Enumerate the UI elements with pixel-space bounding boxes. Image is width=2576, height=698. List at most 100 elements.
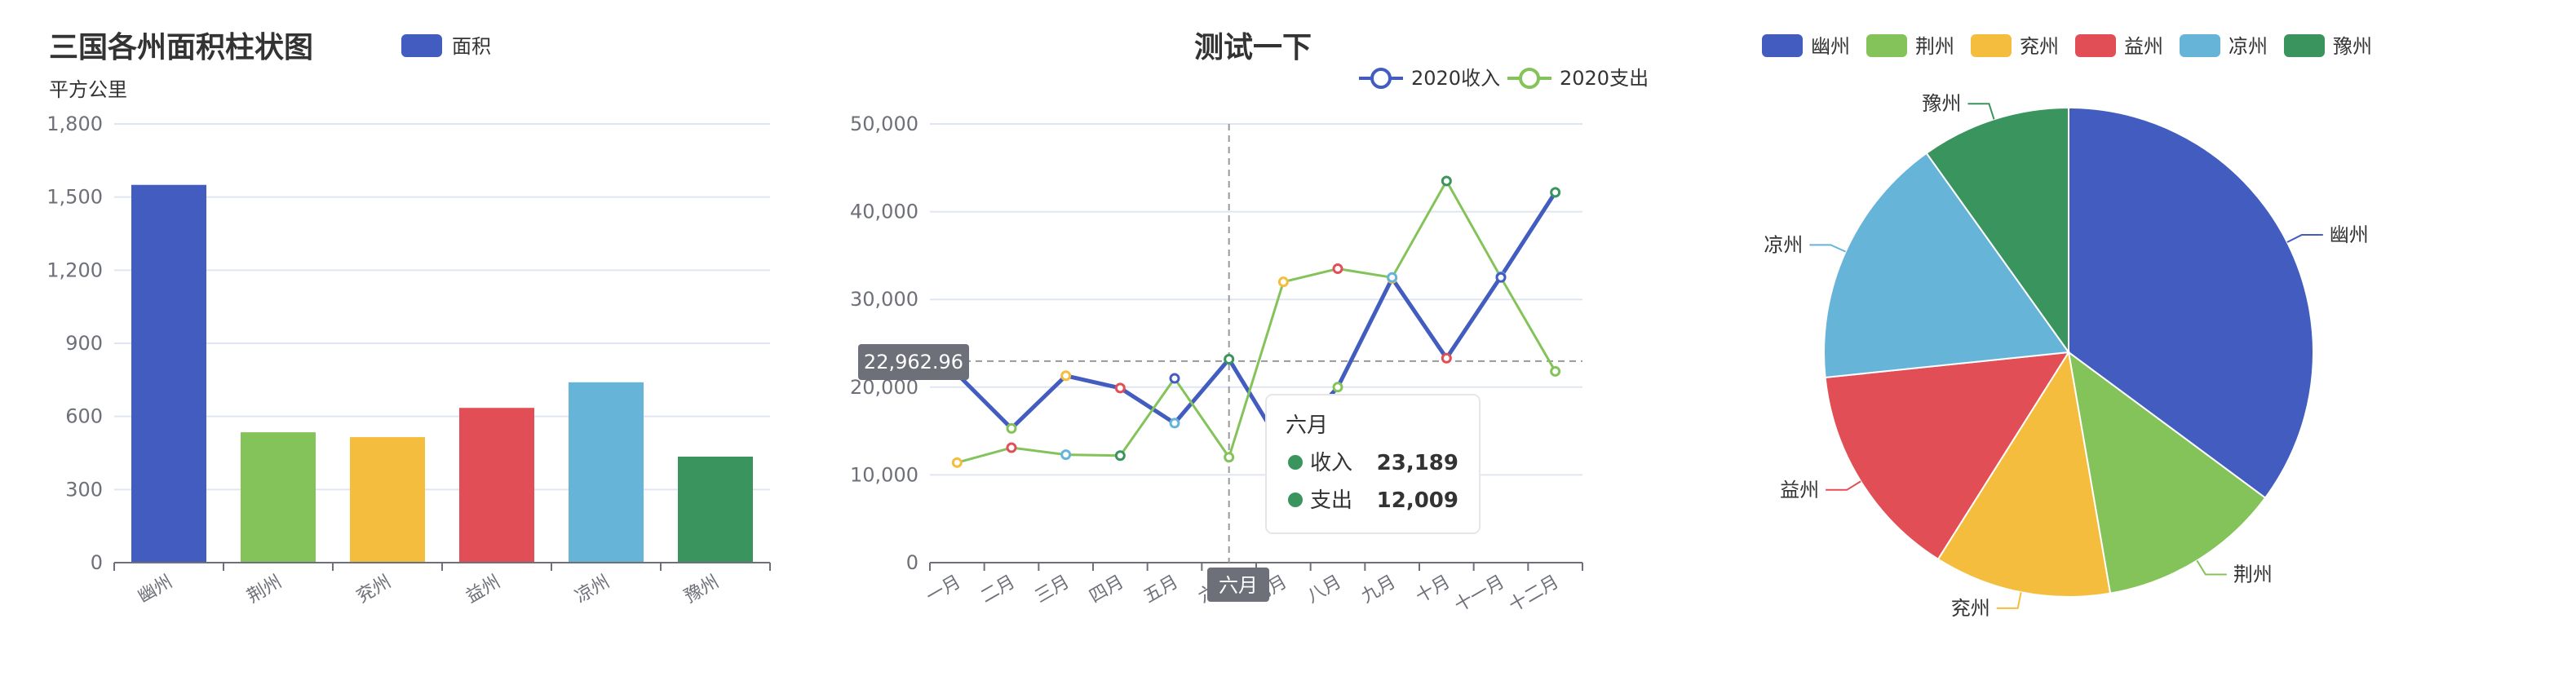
line-point[interactable] bbox=[951, 457, 963, 468]
line-point[interactable] bbox=[1550, 365, 1561, 377]
pie-slice[interactable] bbox=[1824, 351, 2070, 561]
bar[interactable] bbox=[459, 408, 534, 563]
line-point[interactable] bbox=[1060, 370, 1072, 382]
pie-slice[interactable] bbox=[1925, 106, 2069, 356]
tooltip-box bbox=[1265, 394, 1481, 534]
line-point[interactable] bbox=[1006, 422, 1017, 434]
bar-y-tick-label: 900 bbox=[65, 332, 103, 355]
pie-legend-item[interactable]: 豫州 bbox=[2284, 34, 2372, 58]
bar-x-tick-label: 益州 bbox=[463, 572, 504, 607]
pie-slice-label: 益州 bbox=[1780, 479, 1819, 501]
line-x-tick-label: 十二月 bbox=[1506, 572, 1563, 616]
bar[interactable] bbox=[131, 184, 206, 563]
line-y-tick-label: 30,000 bbox=[850, 288, 918, 311]
line-point[interactable] bbox=[1495, 272, 1507, 283]
bar-series bbox=[131, 184, 753, 563]
line-point[interactable] bbox=[1169, 373, 1180, 384]
line-point[interactable] bbox=[1441, 175, 1452, 187]
pie-legend-item[interactable]: 兖州 bbox=[1971, 34, 2059, 58]
pie-slice[interactable] bbox=[2068, 106, 2314, 499]
line-x-tick-label: 十月 bbox=[1413, 572, 1454, 607]
line-point[interactable] bbox=[1169, 417, 1180, 429]
line-series bbox=[951, 175, 1561, 468]
tooltip-income-dot bbox=[1288, 455, 1303, 470]
line-point[interactable] bbox=[1224, 353, 1235, 364]
line-chart: 测试一下 2020收入 2020支出 010,00020,00030,00040… bbox=[850, 31, 1649, 616]
line-x-tick-label: 九月 bbox=[1358, 572, 1400, 607]
tooltip-expense-label: 支出 bbox=[1310, 488, 1352, 513]
line-point[interactable] bbox=[1332, 382, 1343, 393]
pie-legend-swatch bbox=[2180, 34, 2220, 57]
pie-legend-swatch bbox=[1866, 34, 1907, 57]
pie-slice[interactable] bbox=[1823, 152, 2070, 379]
line-legend-expense[interactable]: 2020支出 bbox=[1507, 67, 1649, 90]
line-point[interactable] bbox=[1387, 272, 1398, 283]
line-point[interactable] bbox=[1060, 449, 1072, 461]
line-point[interactable] bbox=[1441, 352, 1452, 364]
pie-slice-label: 豫州 bbox=[1922, 92, 1961, 115]
bar[interactable] bbox=[678, 456, 753, 563]
pie-legend-item[interactable]: 荆州 bbox=[1866, 34, 1954, 58]
line-x-tick-label: 四月 bbox=[1087, 572, 1128, 607]
tooltip-income-label: 收入 bbox=[1310, 451, 1352, 475]
bar-y-tick-label: 0 bbox=[91, 551, 103, 574]
line-point[interactable] bbox=[1550, 187, 1561, 198]
pie-legend-item[interactable]: 幽州 bbox=[1762, 34, 1850, 58]
pie-legend-item[interactable]: 凉州 bbox=[2180, 34, 2268, 58]
bar-y-tick-label: 1,200 bbox=[46, 258, 103, 281]
line-point[interactable] bbox=[1224, 452, 1235, 463]
pie-slice[interactable] bbox=[1936, 350, 2112, 598]
bar[interactable] bbox=[241, 432, 316, 563]
tooltip-income-value: 23,189 bbox=[1377, 451, 1458, 475]
line-point[interactable] bbox=[1006, 442, 1017, 453]
line-x-tick-label: 十一月 bbox=[1451, 572, 1508, 616]
bar[interactable] bbox=[350, 437, 425, 563]
line-point[interactable] bbox=[1277, 276, 1289, 288]
pie-legend-label: 益州 bbox=[2124, 35, 2163, 58]
line-legend-income-label: 2020收入 bbox=[1411, 67, 1500, 90]
line-point[interactable] bbox=[1332, 263, 1343, 275]
crosshair-category-label: 六月 bbox=[1219, 574, 1258, 597]
bar-x-tick-label: 豫州 bbox=[681, 572, 723, 607]
pie-legend-label: 荆州 bbox=[1915, 35, 1954, 58]
line-legend-income-marker bbox=[1370, 68, 1392, 89]
pie-label-line bbox=[1967, 103, 1995, 120]
line-point[interactable] bbox=[1114, 382, 1126, 394]
bar-x-tick-label: 兖州 bbox=[353, 572, 395, 607]
pie-legend-item[interactable]: 益州 bbox=[2075, 34, 2163, 58]
bar-x-tick-label: 凉州 bbox=[572, 572, 613, 607]
pie-legend-label: 幽州 bbox=[1811, 35, 1850, 58]
line-series-path[interactable] bbox=[956, 179, 1556, 464]
line-legend-expense-label: 2020支出 bbox=[1560, 67, 1649, 90]
bar-x-axis: 幽州 荆州 兖州 益州 凉州 豫州 bbox=[113, 562, 771, 607]
pie-label-line bbox=[1826, 480, 1861, 491]
bar-y-axis: 0 300 600 900 1,200 1,500 1,800 bbox=[46, 113, 103, 574]
line-x-tick-label: 二月 bbox=[977, 572, 1019, 607]
bar-y-tick-label: 600 bbox=[65, 405, 103, 428]
pie-legend-swatch bbox=[2284, 34, 2325, 57]
pie-legend-swatch bbox=[2075, 34, 2116, 57]
line-x-tick-label: 一月 bbox=[923, 572, 965, 607]
line-legend-income[interactable]: 2020收入 bbox=[1359, 67, 1500, 90]
crosshair-value-label: 22,962.96 bbox=[864, 351, 963, 373]
pie-slice[interactable] bbox=[2067, 350, 2267, 594]
pie-label-line bbox=[1996, 592, 2022, 609]
crosshair-value-box bbox=[858, 344, 969, 380]
pie-slice-label: 兖州 bbox=[1951, 597, 1990, 620]
line-series-path[interactable] bbox=[955, 191, 1557, 451]
bar-chart-title: 三国各州面积柱状图 bbox=[49, 31, 313, 64]
bar-chart: 三国各州面积柱状图 面积 平方公里 0 300 600 900 1,200 1,500 1,… bbox=[46, 31, 771, 607]
line-point[interactable] bbox=[1114, 450, 1126, 462]
bar-y-tick-label: 1,800 bbox=[46, 113, 103, 135]
line-y-tick-label: 10,000 bbox=[850, 463, 918, 486]
bar-legend-item[interactable]: 面积 bbox=[401, 34, 491, 58]
line-legend-expense-marker bbox=[1519, 68, 1540, 89]
tooltip-expense-dot bbox=[1288, 493, 1303, 507]
bar-x-tick-label: 幽州 bbox=[135, 572, 176, 607]
bar[interactable] bbox=[569, 382, 644, 563]
pie-legend-label: 兖州 bbox=[2020, 35, 2059, 58]
bar-legend-label: 面积 bbox=[452, 35, 491, 58]
